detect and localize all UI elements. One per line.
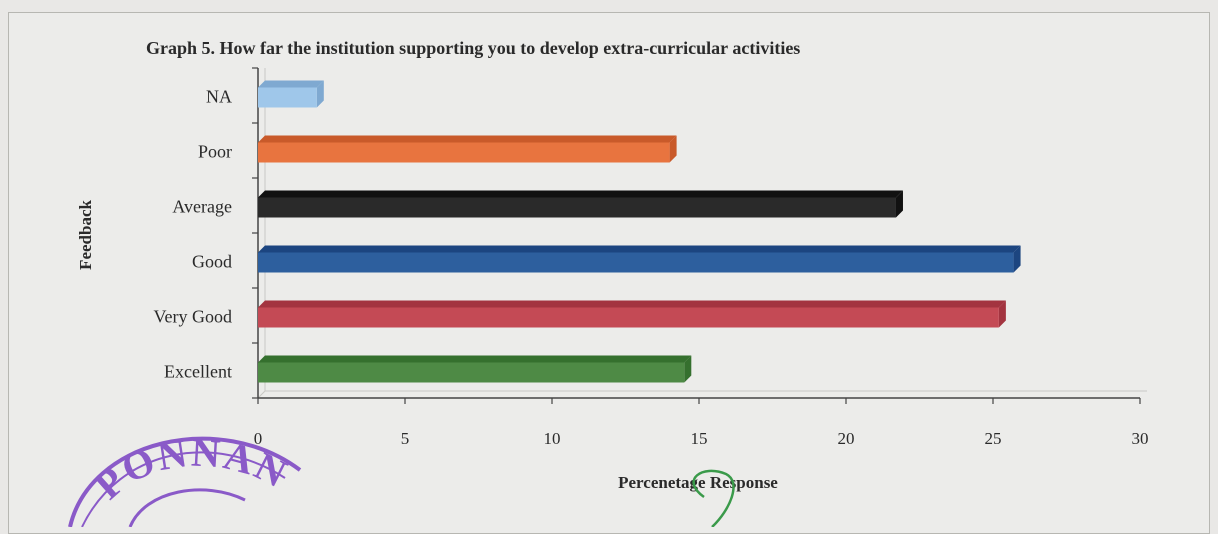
bar-top xyxy=(258,190,903,198)
bar xyxy=(258,142,670,163)
y-axis-label: Feedback xyxy=(76,200,95,270)
x-tick-label: 15 xyxy=(691,429,708,448)
bar-top xyxy=(258,245,1021,253)
x-tick-label: 30 xyxy=(1132,429,1149,448)
x-tick-label: 10 xyxy=(544,429,561,448)
bar-side xyxy=(669,135,677,163)
bar-side xyxy=(684,355,692,383)
plot-back-wall xyxy=(257,68,1147,399)
bar xyxy=(258,307,999,328)
category-label: Good xyxy=(192,252,232,272)
bar xyxy=(258,362,685,383)
bar-top xyxy=(258,80,324,88)
bar-top xyxy=(258,135,677,143)
x-tick-label: 20 xyxy=(838,429,855,448)
chart-frame xyxy=(8,12,1210,534)
college-seal: PONNANI COL xyxy=(0,0,302,527)
x-tick-label: 5 xyxy=(401,429,410,448)
annotation-mark xyxy=(692,469,735,527)
bar-side xyxy=(1013,245,1021,273)
bar xyxy=(258,197,896,218)
bar-side xyxy=(998,300,1006,328)
bar-side xyxy=(316,80,324,108)
x-axis-label: Percenetage Response xyxy=(618,473,778,492)
category-label: Poor xyxy=(198,142,232,162)
category-label: Excellent xyxy=(164,362,232,382)
x-tick-label: 0 xyxy=(254,429,263,448)
bar xyxy=(258,252,1014,273)
seal-text: PONNANI COL xyxy=(0,0,295,508)
bar-top xyxy=(258,300,1006,308)
category-label: NA xyxy=(206,87,232,107)
category-label: Very Good xyxy=(154,307,233,327)
category-label: Average xyxy=(172,197,232,217)
bar-side xyxy=(895,190,903,218)
x-tick-label: 25 xyxy=(985,429,1002,448)
bar xyxy=(258,87,317,108)
chart-title: Graph 5. How far the institution support… xyxy=(146,38,800,58)
bar-top xyxy=(258,355,692,363)
